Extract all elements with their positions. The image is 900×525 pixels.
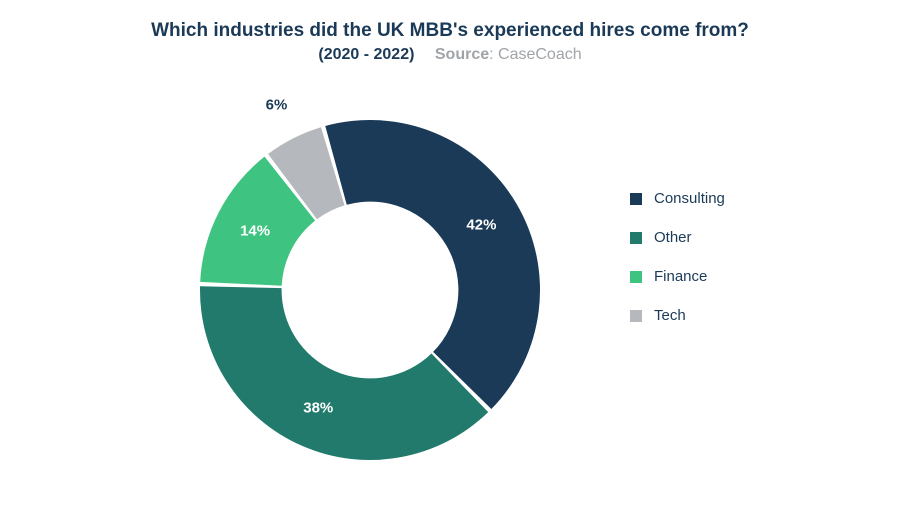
source-value: : CaseCoach: [489, 46, 582, 63]
legend: Consulting Other Finance Tech: [630, 190, 725, 346]
legend-swatch: [630, 232, 642, 244]
legend-label: Finance: [654, 268, 707, 285]
slice-label-tech: 6%: [266, 96, 288, 113]
donut-slice-other: [200, 286, 488, 460]
chart-title: Which industries did the UK MBB's experi…: [0, 20, 900, 42]
legend-label: Tech: [654, 307, 686, 324]
legend-label: Consulting: [654, 190, 725, 207]
slice-label-other: 38%: [303, 400, 333, 417]
legend-label: Other: [654, 229, 692, 246]
legend-item-tech: Tech: [630, 307, 725, 324]
slice-label-consulting: 42%: [466, 216, 496, 233]
slice-label-finance: 14%: [240, 222, 270, 239]
chart-area: 42% 38% 14% 6% Consulting Other Finance Tech: [0, 90, 900, 510]
donut-chart: 42%38%14%6%: [200, 120, 540, 460]
legend-item-finance: Finance: [630, 268, 725, 285]
chart-subtitle: (2020 - 2022) Source: CaseCoach: [0, 46, 900, 64]
chart-years: (2020 - 2022): [318, 46, 414, 63]
legend-swatch: [630, 193, 642, 205]
legend-swatch: [630, 271, 642, 283]
legend-item-other: Other: [630, 229, 725, 246]
legend-swatch: [630, 310, 642, 322]
legend-item-consulting: Consulting: [630, 190, 725, 207]
source-label: Source: [435, 46, 489, 63]
chart-header: Which industries did the UK MBB's experi…: [0, 0, 900, 64]
